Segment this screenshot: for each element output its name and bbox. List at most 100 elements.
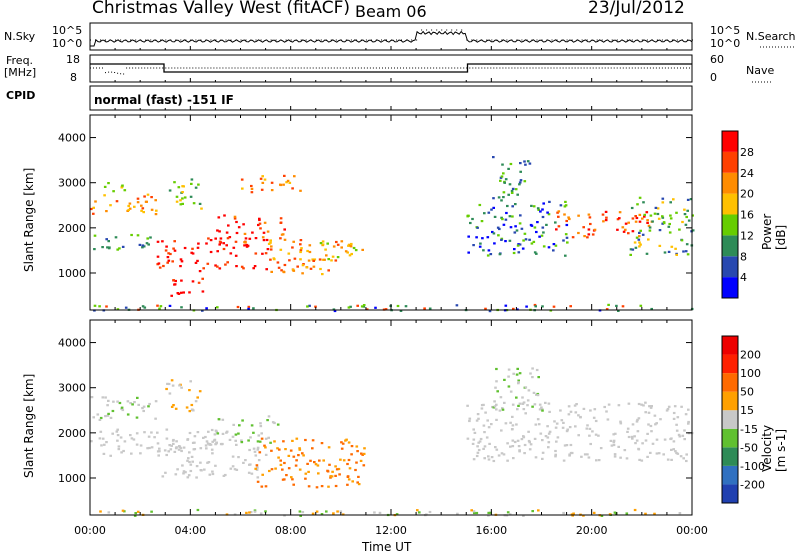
power-cell (617, 309, 620, 312)
velocity-cell (520, 438, 524, 441)
velocity-cell (528, 441, 531, 444)
velocity-cell (295, 437, 299, 440)
velocity-cell (168, 392, 172, 395)
power-cell (141, 305, 145, 308)
power-cell (540, 234, 544, 237)
velocity-cell (612, 441, 616, 444)
velocity-cell (522, 408, 526, 411)
power-cell (629, 248, 633, 251)
power-cell (262, 231, 266, 234)
power-cell (180, 260, 184, 263)
velocity-cell (612, 443, 616, 447)
velocity-cell (428, 510, 432, 514)
velocity-cell (222, 474, 226, 477)
power-cell (179, 203, 183, 206)
velocity-cell (193, 435, 197, 438)
velocity-cell (161, 475, 165, 478)
power-cell (532, 240, 536, 243)
velocity-cell (334, 465, 337, 468)
velocity-cell (684, 413, 688, 416)
velocity-cell (320, 485, 324, 488)
power-cell (533, 251, 537, 254)
power-cell (265, 268, 268, 271)
velocity-cell (626, 427, 630, 430)
velocity-cell (653, 512, 656, 515)
velocity-cell (103, 443, 106, 446)
date-label: 23/Jul/2012 (588, 0, 685, 18)
velocity-cell (206, 461, 209, 464)
power-cell (586, 236, 589, 239)
velocity-cell (472, 458, 476, 461)
power-cell (140, 204, 143, 207)
velocity-cell (511, 403, 515, 406)
velocity-cell (290, 476, 293, 479)
power-cell (492, 197, 495, 200)
power-cell (237, 226, 241, 229)
velocity-cell (158, 447, 161, 450)
velocity-cell (182, 446, 186, 449)
power-cell (266, 248, 270, 251)
power-cell (547, 213, 551, 216)
velocity-cell (559, 409, 562, 412)
freq-tick-high: 18 (66, 53, 80, 66)
power-cell (552, 305, 556, 308)
power-cell (279, 221, 283, 224)
power-cell (653, 212, 657, 215)
power-cell (487, 249, 491, 252)
velocity-cell (207, 430, 210, 433)
velocity-cell (257, 434, 261, 437)
velocity-cell (357, 475, 360, 478)
velocity-cell (217, 418, 221, 421)
velocity-cell (640, 403, 643, 406)
power-cell (521, 247, 525, 250)
velocity-cell (516, 408, 519, 411)
power-cell (504, 240, 507, 243)
power-cell (634, 215, 637, 218)
power-cell (242, 223, 245, 226)
velocity-cell (119, 436, 123, 439)
velocity-cell (298, 448, 302, 451)
power-cell (173, 249, 177, 252)
velocity-cell (644, 439, 648, 442)
velocity-cell (573, 404, 577, 407)
velocity-cell (123, 510, 126, 513)
power-cell (639, 243, 642, 246)
power-cell (537, 208, 540, 211)
velocity-cell (315, 510, 319, 513)
velocity-cell (195, 465, 199, 468)
velocity-cell (506, 459, 509, 462)
power-cell (269, 241, 272, 244)
velocity-cell (534, 423, 538, 426)
velocity-heatmap-cells (90, 367, 694, 517)
power-cell (630, 206, 634, 210)
power-cell (127, 208, 130, 212)
velocity-cell (610, 444, 614, 447)
velocity-cell (515, 396, 518, 399)
power-cell (503, 181, 506, 184)
power-cell (633, 241, 637, 244)
velocity-cell (589, 442, 592, 446)
power-cell (172, 279, 175, 282)
noise-tick-high-right: 10^5 (710, 24, 741, 37)
velocity-cell (534, 456, 538, 459)
velocity-cell (148, 402, 151, 406)
power-cell (243, 241, 246, 244)
velocity-ytick-label: 1000 (58, 472, 86, 485)
power-cell (559, 204, 563, 207)
velocity-cell (681, 434, 685, 437)
velocity-cell (518, 450, 521, 453)
velocity-cell (480, 404, 484, 407)
power-cell (332, 245, 336, 248)
velocity-cell (213, 439, 216, 442)
power-cell (587, 233, 591, 236)
velocity-cell (563, 444, 567, 447)
velocity-cell (196, 508, 200, 512)
velocity-cell (191, 441, 195, 444)
power-cell (645, 252, 649, 255)
power-cell (478, 203, 482, 207)
power-cell (512, 307, 515, 310)
velocity-cell (249, 436, 252, 439)
power-cell (228, 236, 232, 239)
velocity-cell (221, 442, 224, 446)
velocity-cell (523, 443, 527, 447)
